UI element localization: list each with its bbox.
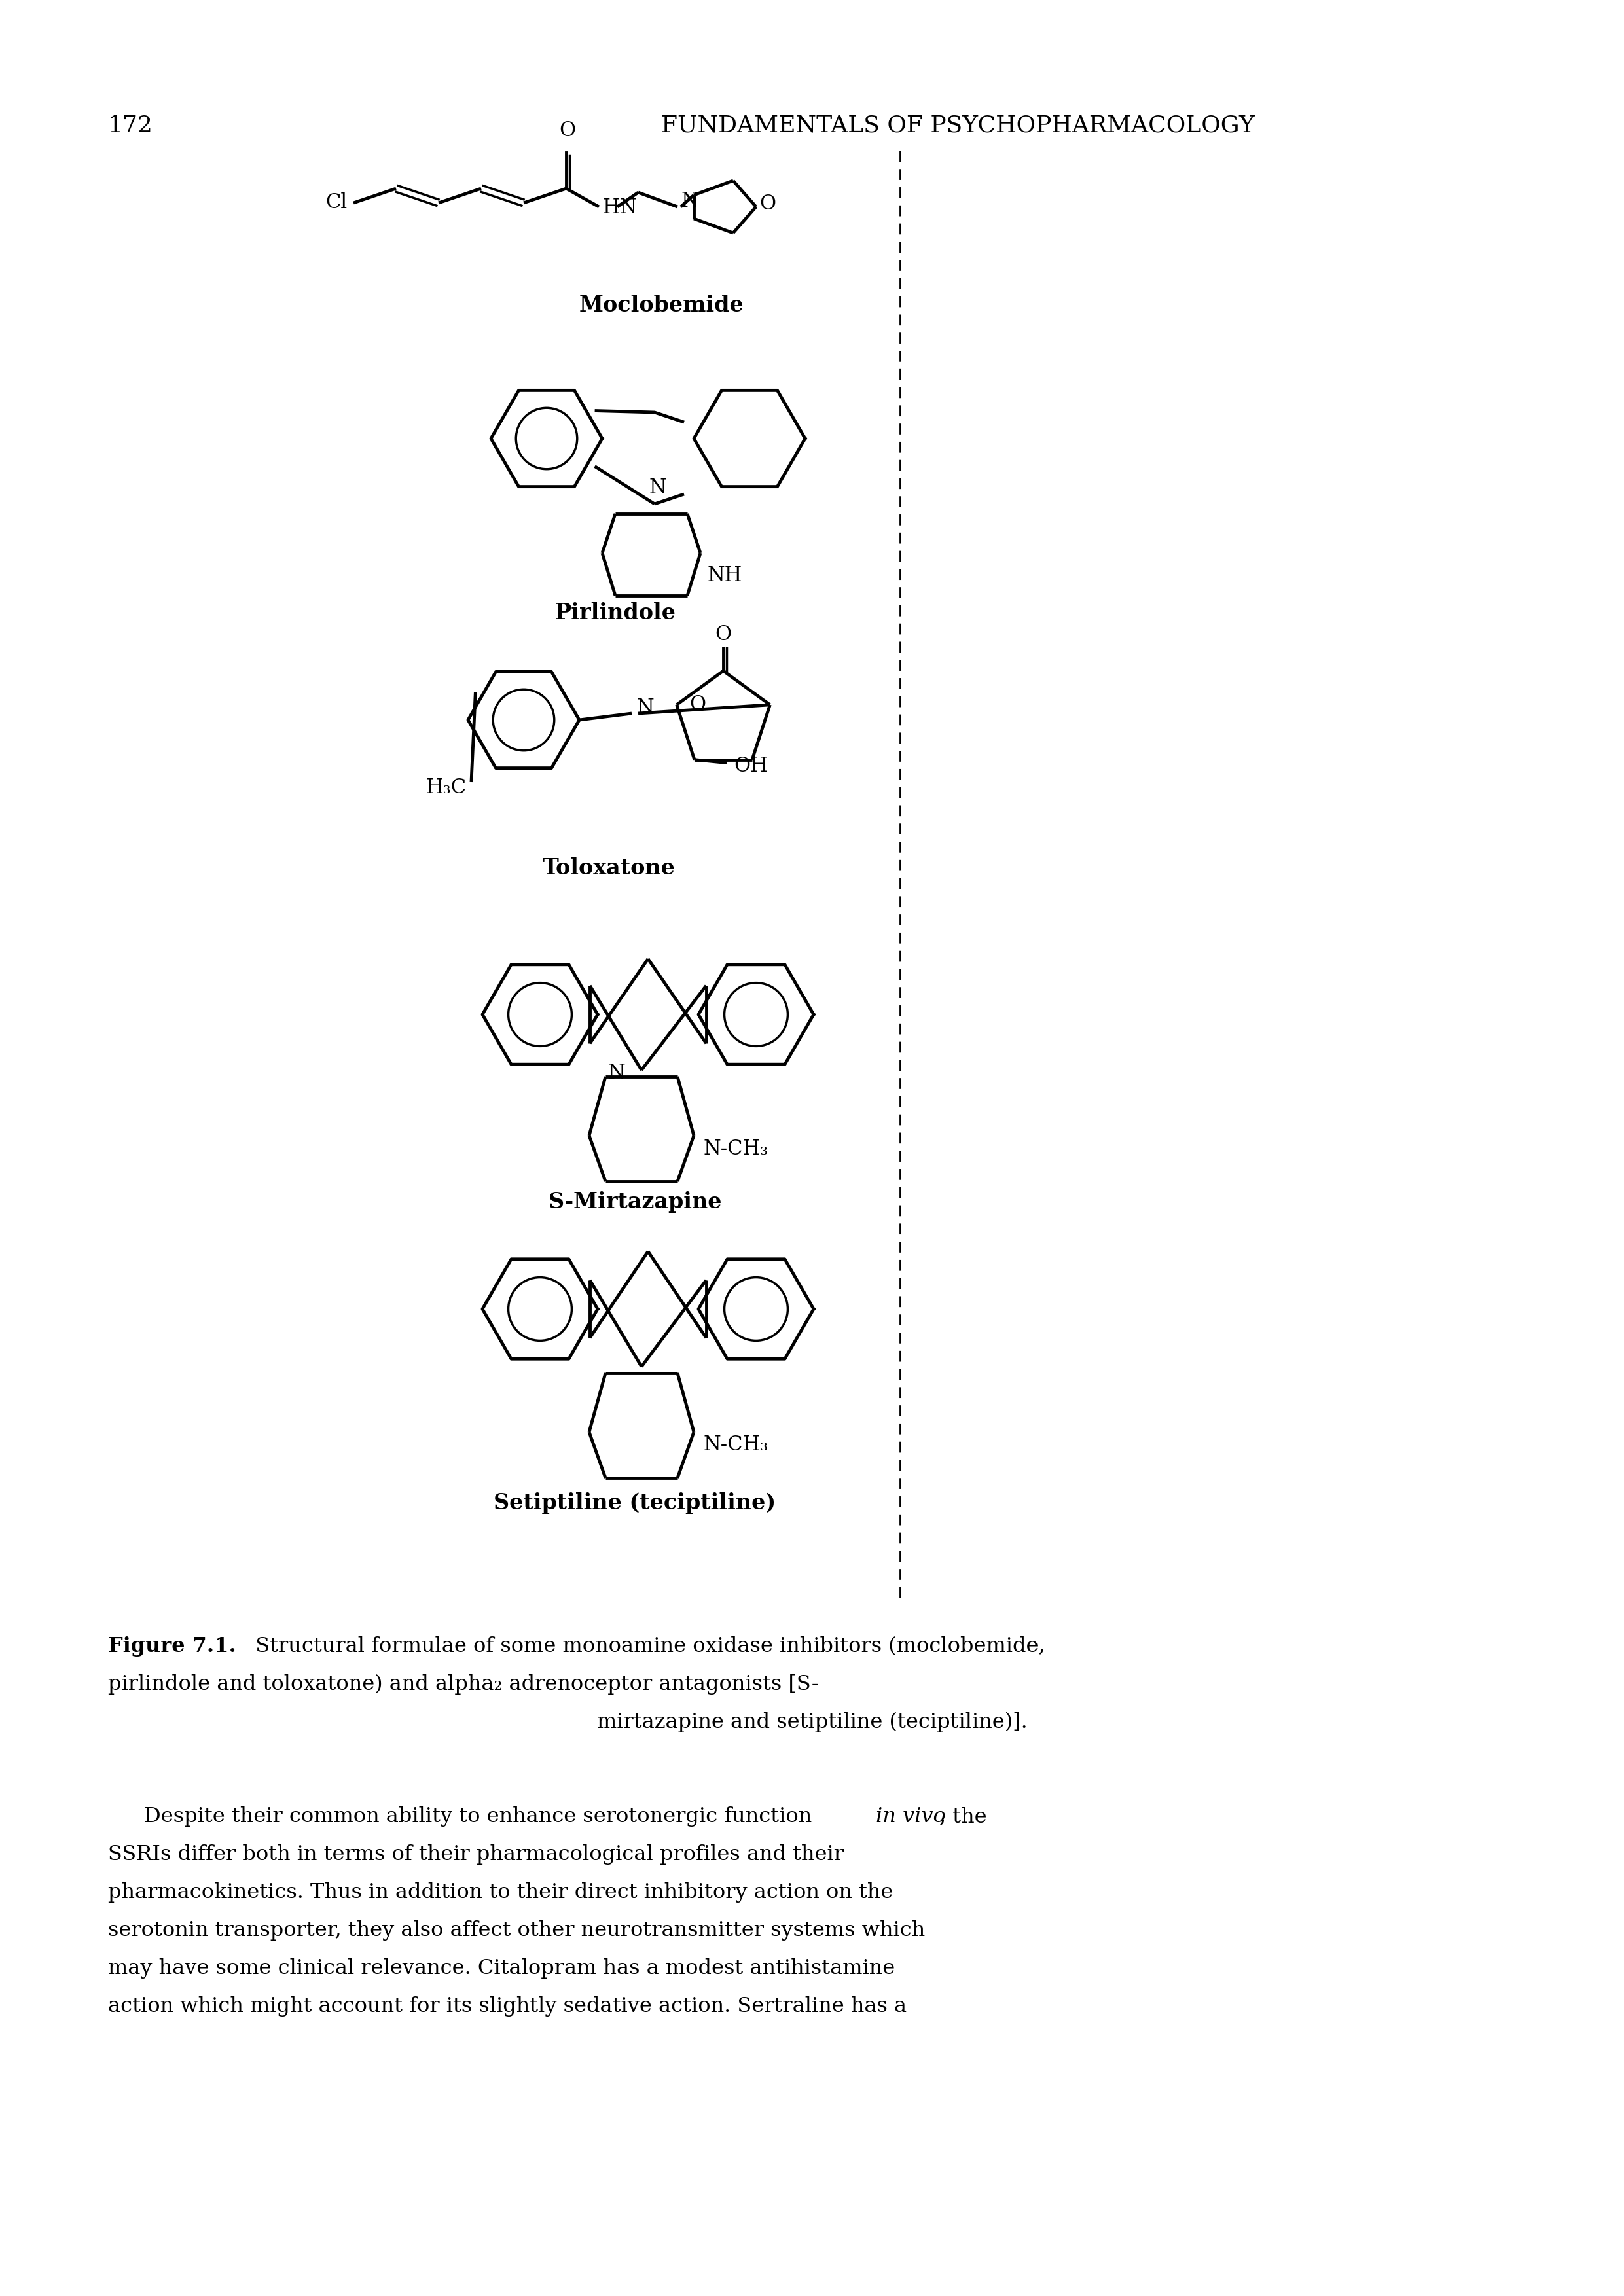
Text: Figure 7.1.: Figure 7.1. xyxy=(109,1637,235,1655)
Text: in vivo: in vivo xyxy=(875,1807,945,1828)
Text: Cl: Cl xyxy=(325,193,348,214)
Text: NH: NH xyxy=(706,565,742,585)
Text: N: N xyxy=(607,1063,625,1084)
Text: H₃C: H₃C xyxy=(425,778,466,797)
Text: pharmacokinetics. Thus in addition to their direct inhibitory action on the: pharmacokinetics. Thus in addition to th… xyxy=(109,1883,893,1903)
Text: OH: OH xyxy=(734,755,768,776)
Text: Moclobemide: Moclobemide xyxy=(578,294,744,317)
Text: O: O xyxy=(760,193,776,214)
Text: may have some clinical relevance. Citalopram has a modest antihistamine: may have some clinical relevance. Citalo… xyxy=(109,1958,895,1979)
Text: O: O xyxy=(715,625,731,645)
Text: S-Mirtazapine: S-Mirtazapine xyxy=(547,1192,721,1212)
Text: action which might account for its slightly sedative action. Sertraline has a: action which might account for its sligh… xyxy=(109,1995,906,2016)
Text: mirtazapine and setiptiline (teciptiline)].: mirtazapine and setiptiline (teciptiline… xyxy=(596,1713,1028,1733)
Text: HN: HN xyxy=(603,197,637,218)
Text: FUNDAMENTALS OF PSYCHOPHARMACOLOGY: FUNDAMENTALS OF PSYCHOPHARMACOLOGY xyxy=(661,115,1255,138)
Text: N: N xyxy=(680,191,698,211)
Text: N-CH₃: N-CH₃ xyxy=(703,1139,768,1159)
Text: Despite their common ability to enhance serotonergic function: Despite their common ability to enhance … xyxy=(145,1807,818,1828)
Text: O: O xyxy=(690,696,706,714)
Text: N: N xyxy=(650,478,666,498)
Text: 172: 172 xyxy=(109,115,153,138)
Text: , the: , the xyxy=(939,1807,987,1828)
Text: Pirlindole: Pirlindole xyxy=(555,602,676,625)
Text: SSRIs differ both in terms of their pharmacological profiles and their: SSRIs differ both in terms of their phar… xyxy=(109,1844,844,1864)
Text: Toloxatone: Toloxatone xyxy=(542,856,676,879)
Text: Setiptiline (teciptiline): Setiptiline (teciptiline) xyxy=(494,1492,776,1513)
Text: O: O xyxy=(559,119,577,140)
Text: N: N xyxy=(637,698,654,719)
Text: serotonin transporter, they also affect other neurotransmitter systems which: serotonin transporter, they also affect … xyxy=(109,1919,926,1940)
Text: Structural formulae of some monoamine oxidase inhibitors (moclobemide,: Structural formulae of some monoamine ox… xyxy=(242,1637,1046,1655)
Text: N-CH₃: N-CH₃ xyxy=(703,1435,768,1456)
Text: pirlindole and toloxatone) and alpha₂ adrenoceptor antagonists [S-: pirlindole and toloxatone) and alpha₂ ad… xyxy=(109,1674,818,1694)
